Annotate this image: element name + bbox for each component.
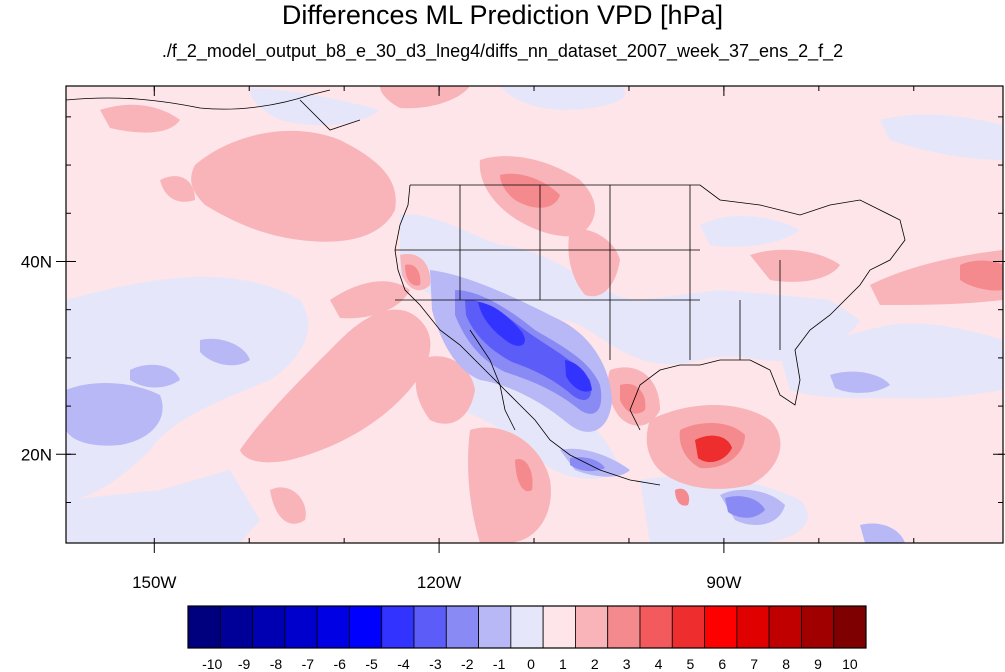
colorbar-label: 9: [814, 656, 822, 672]
colorbar-swatch: [801, 605, 835, 649]
colorbar-label: -3: [429, 656, 442, 672]
colorbar: -10 -9 -8 -7 -6 -5 -4 -3 -2 -1 0 1 2 3 4 5 6 7 8 9 10: [187, 605, 867, 672]
lon-tick-label: 150W: [132, 573, 176, 592]
colorbar-swatch: [639, 605, 673, 649]
lon-tick-label: 120W: [417, 573, 461, 592]
colorbar-swatch: [413, 605, 447, 649]
colorbar-swatch: [284, 605, 318, 649]
colorbar-swatch: [671, 605, 705, 649]
colorbar-label: 5: [687, 656, 695, 672]
colorbar-label: -2: [461, 656, 474, 672]
colorbar-outline: [187, 605, 867, 649]
negative-anomaly-intense: [478, 302, 592, 392]
minor-ticks: [66, 86, 1003, 543]
colorbar-label: -8: [270, 656, 283, 672]
colorbar-swatch: [833, 605, 867, 649]
colorbar-swatch: [219, 605, 253, 649]
colorbar-label: 4: [655, 656, 663, 672]
colorbar-swatch: [542, 605, 576, 649]
colorbar-label: -4: [397, 656, 410, 672]
map-title: Differences ML Prediction VPD [hPa]: [281, 0, 724, 30]
positive-anomaly-medium: [100, 86, 1003, 543]
colorbar-label: -6: [334, 656, 347, 672]
colorbar-swatch: [704, 605, 738, 649]
colorbar-label: 0: [527, 656, 535, 672]
colorbar-label: 7: [750, 656, 758, 672]
colorbar-label: 8: [782, 656, 790, 672]
map-subtitle: ./f_2_model_output_b8_e_30_d3_lneg4/diff…: [161, 41, 844, 61]
map-plot-area: [66, 86, 1003, 543]
lon-tick-label: 90W: [706, 573, 741, 592]
colorbar-swatch: [607, 605, 641, 649]
coastlines-and-borders: [66, 89, 906, 486]
colorbar-swatch: [252, 605, 286, 649]
colorbar-swatch: [736, 605, 770, 649]
lat-tick-label: 20N: [21, 445, 52, 464]
colorbar-swatch: [316, 605, 350, 649]
colorbar-label: -7: [302, 656, 315, 672]
colorbar-swatch: [381, 605, 415, 649]
colorbar-swatch: [478, 605, 512, 649]
colorbar-label: -10: [202, 656, 222, 672]
colorbar-label: 10: [842, 656, 858, 672]
colorbar-label: 6: [718, 656, 726, 672]
colorbar-swatch: [445, 605, 479, 649]
colorbar-swatch: [187, 605, 221, 649]
colorbar-label: 2: [591, 656, 599, 672]
colorbar-swatch: [575, 605, 609, 649]
colorbar-swatch: [510, 605, 544, 649]
colorbar-label: -5: [365, 656, 378, 672]
colorbar-swatch: [768, 605, 802, 649]
colorbar-swatch: [349, 605, 383, 649]
colorbar-label: 1: [559, 656, 567, 672]
colorbar-label: -9: [238, 656, 251, 672]
longitude-axis: 150W 120W 90W: [132, 86, 741, 592]
colorbar-label: -1: [493, 656, 506, 672]
lat-tick-label: 40N: [21, 252, 52, 271]
colorbar-label: 3: [623, 656, 631, 672]
latitude-axis: 40N 20N: [21, 252, 1005, 464]
